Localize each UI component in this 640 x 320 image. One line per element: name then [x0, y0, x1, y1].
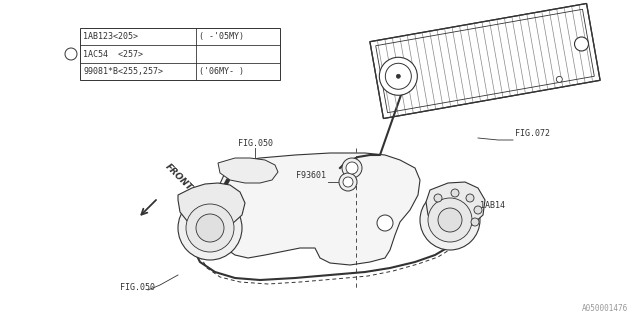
Circle shape — [471, 218, 479, 226]
Polygon shape — [210, 153, 420, 265]
Text: 1AB14: 1AB14 — [480, 201, 505, 210]
Circle shape — [343, 177, 353, 187]
Circle shape — [339, 173, 357, 191]
Circle shape — [428, 198, 472, 242]
Circle shape — [474, 206, 482, 214]
Text: 1: 1 — [69, 51, 73, 57]
Text: A050001476: A050001476 — [582, 304, 628, 313]
Circle shape — [385, 63, 412, 89]
Bar — [80, 28, 280, 80]
Text: ( -'05MY): ( -'05MY) — [199, 32, 244, 41]
Text: FIG.050: FIG.050 — [237, 139, 273, 148]
Polygon shape — [218, 158, 278, 183]
Circle shape — [342, 158, 362, 178]
Text: FIG.072: FIG.072 — [515, 129, 550, 138]
Text: FIG.050: FIG.050 — [120, 283, 155, 292]
Polygon shape — [370, 4, 600, 118]
Text: 1AC54  <257>: 1AC54 <257> — [83, 50, 143, 59]
Text: 1AB123<205>: 1AB123<205> — [83, 32, 138, 41]
Circle shape — [196, 214, 224, 242]
Text: 1: 1 — [383, 219, 387, 228]
Circle shape — [186, 204, 234, 252]
Text: 99081*B<255,257>: 99081*B<255,257> — [83, 67, 163, 76]
Circle shape — [420, 190, 480, 250]
Circle shape — [380, 57, 417, 95]
Text: F93601: F93601 — [296, 171, 326, 180]
Polygon shape — [178, 183, 245, 228]
Circle shape — [65, 48, 77, 60]
Circle shape — [438, 208, 462, 232]
Circle shape — [556, 76, 563, 82]
Text: ('06MY- ): ('06MY- ) — [199, 67, 244, 76]
Text: FRONT: FRONT — [163, 163, 193, 193]
Polygon shape — [370, 4, 600, 118]
Circle shape — [346, 162, 358, 174]
Circle shape — [466, 194, 474, 202]
Circle shape — [575, 37, 589, 51]
Circle shape — [396, 74, 401, 78]
Circle shape — [434, 194, 442, 202]
Polygon shape — [426, 182, 485, 228]
Circle shape — [451, 189, 459, 197]
Circle shape — [377, 215, 393, 231]
Circle shape — [178, 196, 242, 260]
